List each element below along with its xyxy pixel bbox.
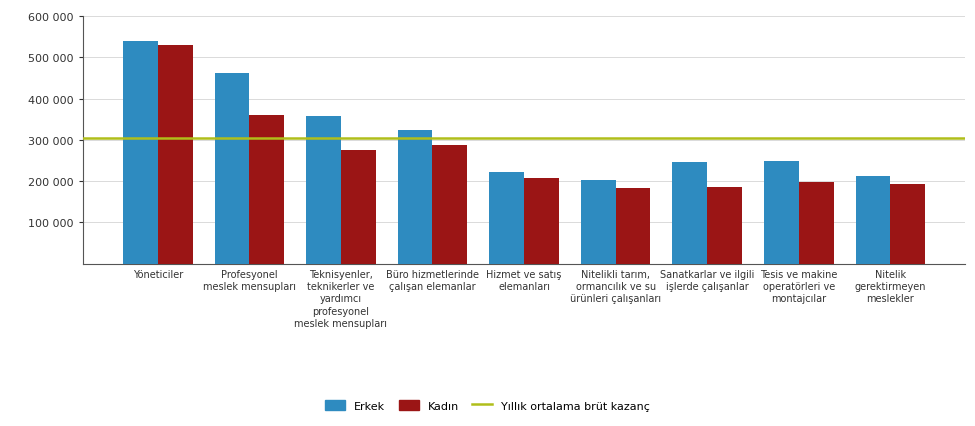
Bar — [158, 46, 193, 264]
Bar — [433, 146, 467, 264]
Bar — [615, 188, 650, 264]
Bar — [581, 180, 615, 264]
Bar — [250, 116, 284, 264]
Legend: Erkek, Kadın, Yıllık ortalama brüt kazanç: Erkek, Kadın, Yıllık ortalama brüt kazan… — [320, 394, 655, 416]
Bar — [855, 177, 890, 264]
Bar — [341, 150, 375, 264]
Bar — [306, 117, 341, 264]
Bar — [799, 183, 834, 264]
Bar — [123, 42, 158, 264]
Bar — [764, 161, 799, 264]
Bar — [673, 163, 707, 264]
Bar — [214, 74, 250, 264]
Bar — [398, 131, 433, 264]
Bar — [525, 178, 559, 264]
Bar — [890, 184, 925, 264]
Bar — [707, 187, 742, 264]
Bar — [489, 173, 525, 264]
